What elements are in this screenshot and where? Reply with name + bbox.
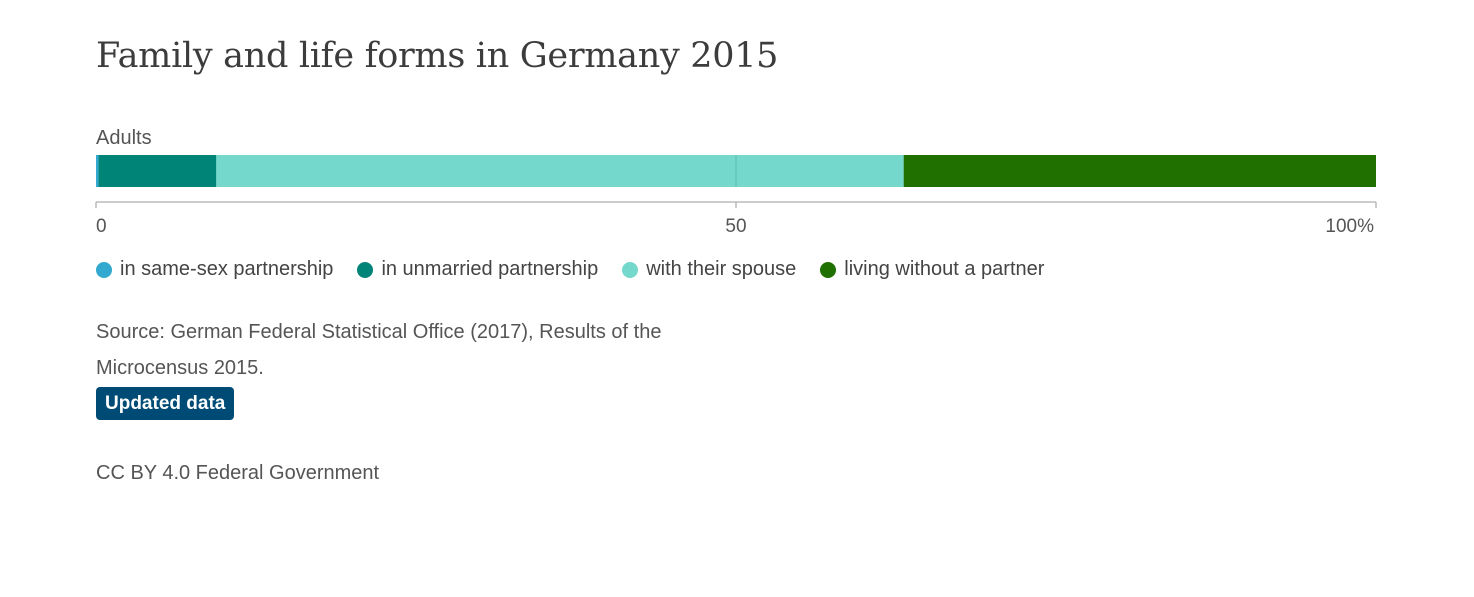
bar-segment-living-without-a-partner[interactable] — [903, 155, 1376, 187]
legend-label: in unmarried partnership — [381, 258, 599, 280]
legend-swatch-icon — [96, 261, 112, 278]
stacked-bar-chart: 0 50 100% — [95, 155, 1377, 237]
category-label-adults: Adults — [96, 127, 152, 149]
legend-label: with their spouse — [646, 258, 797, 280]
legend-item-living-without-a-partner[interactable]: living without a partner — [820, 258, 1044, 281]
legend: in same-sex partnership in unmarried part… — [96, 258, 1068, 281]
license-note: CC BY 4.0 Federal Government — [96, 462, 380, 484]
x-tick-label-0: 0 — [96, 216, 107, 237]
legend-label: in same-sex partnership — [120, 258, 334, 280]
updated-data-badge[interactable]: Updated data — [96, 387, 235, 420]
bar-segment-with-their-spouse[interactable] — [216, 155, 904, 187]
legend-swatch-icon — [820, 261, 837, 278]
chart-title: Family and life forms in Germany 2015 — [96, 36, 779, 76]
legend-swatch-icon — [622, 261, 639, 278]
legend-item-with-their-spouse[interactable]: with their spouse — [622, 258, 796, 281]
x-tick-label-100: 100% — [1325, 216, 1374, 237]
bars-layer — [96, 155, 1376, 187]
legend-item-in-unmarried-partnership[interactable]: in unmarried partnership — [357, 258, 598, 281]
legend-swatch-icon — [357, 261, 374, 278]
bar-segment-in-same-sex-partnership[interactable] — [96, 155, 99, 187]
bar-segment-in-unmarried-partnership[interactable] — [98, 155, 217, 187]
source-note: Source: German Federal Statistical Offic… — [96, 321, 662, 379]
legend-item-in-same-sex-partnership[interactable]: in same-sex partnership — [96, 258, 333, 281]
x-tick-label-50: 50 — [725, 216, 746, 237]
legend-label: living without a partner — [844, 258, 1045, 280]
x-axis: 0 50 100% — [95, 201, 1377, 237]
